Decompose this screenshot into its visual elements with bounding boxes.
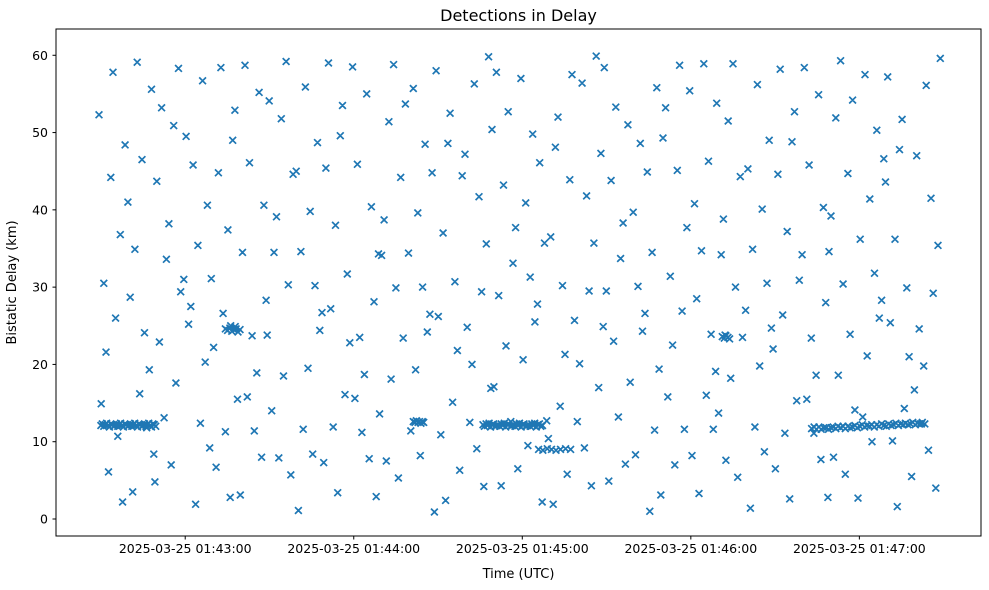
y-tick-label: 40	[32, 202, 48, 217]
y-tick-label: 20	[32, 357, 48, 372]
y-tick-label: 50	[32, 125, 48, 140]
x-tick-label: 2025-03-25 01:47:00	[793, 541, 926, 556]
x-tick-label: 2025-03-25 01:45:00	[456, 541, 589, 556]
y-axis-title: Bistatic Delay (km)	[5, 220, 20, 344]
scatter-points	[94, 52, 945, 517]
y-tick-label: 30	[32, 280, 48, 295]
x-axis-title: Time (UTC)	[482, 567, 555, 582]
x-tick-label: 2025-03-25 01:46:00	[624, 541, 757, 556]
y-axis: 0 10 20 30 40 50 60	[32, 48, 56, 526]
x-axis: 2025-03-25 01:43:00 2025-03-25 01:44:00 20…	[119, 536, 926, 556]
y-tick-label: 0	[40, 511, 48, 526]
chart-title: Detections in Delay	[440, 6, 597, 25]
x-tick-label: 2025-03-25 01:43:00	[119, 541, 252, 556]
x-tick-label: 2025-03-25 01:44:00	[287, 541, 420, 556]
y-tick-label: 60	[32, 48, 48, 63]
plot-frame	[55, 28, 982, 537]
y-tick-label: 10	[32, 434, 48, 449]
